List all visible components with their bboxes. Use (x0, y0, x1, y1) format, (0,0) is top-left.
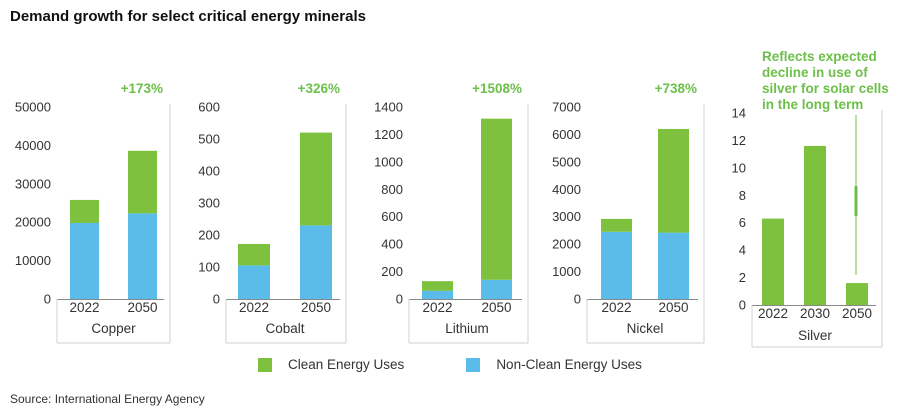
y-tick-label: 1400 (374, 100, 403, 115)
y-tick-label: 100 (198, 260, 220, 275)
legend-label-nonclean: Non-Clean Energy Uses (496, 357, 642, 372)
y-tick-label: 800 (381, 182, 403, 197)
annotation-text-line: Reflects expected (762, 49, 877, 64)
y-tick-label: 400 (381, 237, 403, 252)
x-tick-label: 2022 (601, 300, 631, 315)
growth-label-copper: +173% (121, 81, 163, 96)
bar-nickel-2022-nonclean (601, 231, 632, 299)
y-tick-label: 4 (739, 243, 746, 258)
x-tick-label: 2050 (301, 300, 331, 315)
legend: Clean Energy Uses Non-Clean Energy Uses (258, 357, 704, 372)
y-tick-label: 0 (739, 298, 746, 313)
y-tick-label: 2 (739, 270, 746, 285)
bar-cobalt-2022-nonclean (238, 265, 270, 299)
bar-copper-2050-clean (128, 150, 157, 214)
bar-cobalt-2050-nonclean (300, 225, 332, 299)
x-tick-label: 2050 (127, 300, 157, 315)
x-tick-label: 2022 (758, 306, 788, 321)
y-tick-label: 0 (44, 292, 51, 307)
chart-name-lithium: Lithium (445, 321, 489, 336)
y-tick-label: 300 (198, 196, 220, 211)
y-tick-label: 10 (732, 160, 746, 175)
x-tick-label: 2050 (658, 300, 688, 315)
y-tick-label: 1000 (552, 264, 581, 279)
x-tick-label: 2050 (842, 306, 872, 321)
bar-copper-2022-clean (70, 199, 99, 223)
bar-nickel-2050-clean (658, 128, 689, 233)
legend-swatch-nonclean (466, 357, 481, 372)
y-tick-label: 200 (381, 264, 403, 279)
x-tick-label: 2050 (481, 300, 511, 315)
y-tick-label: 3000 (552, 209, 581, 224)
growth-label-nickel: +738% (655, 81, 697, 96)
y-tick-label: 8 (739, 188, 746, 203)
chart-name-copper: Copper (91, 321, 136, 336)
chart-name-nickel: Nickel (627, 321, 664, 336)
y-tick-label: 30000 (15, 176, 51, 191)
chart-title: Demand growth for select critical energy… (10, 8, 366, 25)
bar-lithium-2050-nonclean (481, 279, 512, 299)
y-tick-label: 2000 (552, 237, 581, 252)
y-tick-label: 600 (381, 209, 403, 224)
bar-silver-2030-clean (804, 145, 826, 305)
bar-lithium-2022-nonclean (422, 290, 453, 299)
growth-label-lithium: +1508% (472, 81, 522, 96)
y-tick-label: 7000 (552, 100, 581, 115)
y-tick-label: 400 (198, 164, 220, 179)
y-tick-label: 12 (732, 133, 746, 148)
y-tick-label: 14 (732, 106, 746, 121)
y-tick-label: 5000 (552, 154, 581, 169)
y-tick-label: 1000 (374, 154, 403, 169)
y-tick-label: 200 (198, 228, 220, 243)
bar-lithium-2022-clean (422, 281, 453, 291)
bar-lithium-2050-clean (481, 118, 512, 280)
x-tick-label: 2022 (69, 300, 99, 315)
annotation-text-line: silver for solar cells (762, 81, 889, 96)
bar-silver-2022-clean (762, 218, 784, 305)
bar-cobalt-2050-clean (300, 132, 332, 226)
bar-nickel-2050-nonclean (658, 232, 689, 299)
x-tick-label: 2022 (422, 300, 452, 315)
bar-nickel-2022-clean (601, 218, 632, 232)
y-tick-label: 1200 (374, 127, 403, 142)
x-tick-label: 2030 (800, 306, 830, 321)
y-tick-label: 0 (213, 292, 220, 307)
bar-copper-2022-nonclean (70, 222, 99, 299)
bar-cobalt-2022-clean (238, 243, 270, 266)
bar-silver-2050-clean (846, 283, 868, 305)
x-tick-label: 2022 (239, 300, 269, 315)
legend-swatch-clean (258, 357, 272, 372)
y-tick-label: 0 (574, 292, 581, 307)
y-tick-label: 600 (198, 100, 220, 115)
y-tick-label: 50000 (15, 100, 51, 115)
y-tick-label: 4000 (552, 182, 581, 197)
y-tick-label: 500 (198, 132, 220, 147)
bar-copper-2050-nonclean (128, 213, 157, 299)
y-tick-label: 20000 (15, 215, 51, 230)
chart-name-silver: Silver (798, 328, 832, 343)
y-tick-label: 6 (739, 215, 746, 230)
growth-label-cobalt: +326% (298, 81, 340, 96)
chart-name-cobalt: Cobalt (265, 321, 304, 336)
legend-item-nonclean: Non-Clean Energy Uses (466, 357, 642, 372)
legend-item-clean: Clean Energy Uses (258, 357, 404, 372)
y-tick-label: 40000 (15, 138, 51, 153)
y-tick-label: 6000 (552, 127, 581, 142)
y-tick-label: 0 (396, 292, 403, 307)
legend-label-clean: Clean Energy Uses (288, 357, 405, 372)
annotation-text-line: decline in use of (762, 65, 868, 80)
annotation-text-line: in the long term (762, 97, 863, 112)
source-note: Source: International Energy Agency (10, 392, 205, 406)
y-tick-label: 10000 (15, 253, 51, 268)
